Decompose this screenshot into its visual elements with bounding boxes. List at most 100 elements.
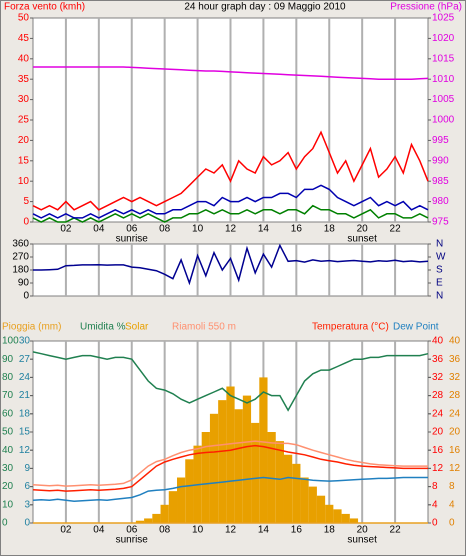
bar	[283, 454, 293, 523]
y-tick-label: 3	[24, 499, 30, 510]
y-tick-label: 40	[2, 445, 14, 456]
x-tick-label: 20	[357, 224, 369, 235]
y-tick-label: 16	[449, 445, 461, 456]
y-tick-label: 50	[18, 13, 30, 24]
bar	[185, 459, 194, 523]
y-tick-label: 32	[449, 372, 461, 383]
bar	[275, 441, 284, 523]
y-tick-label: 1020	[432, 33, 455, 44]
legend-entry: Temperatura (°C)	[312, 322, 389, 333]
x-tick-label: 22	[390, 224, 402, 235]
y-tick-label: 24	[19, 372, 31, 383]
y-tick-label: 1005	[432, 94, 455, 105]
y-tick-label: 90	[18, 278, 30, 289]
y-tick-label: 975	[432, 217, 449, 228]
bar	[135, 520, 145, 523]
x-tick-label: 12	[225, 525, 237, 536]
y-tick-label: 0	[2, 518, 8, 529]
series-line	[32, 204, 429, 223]
legend-entry: Solar	[125, 322, 149, 333]
y-tick-label: 20	[432, 427, 444, 438]
y-tick-label: 12	[449, 463, 461, 474]
bar	[160, 504, 169, 523]
y-tick-label: 90	[2, 354, 14, 365]
bar	[152, 513, 161, 523]
y-tick-label: N	[436, 239, 443, 250]
y-tick-label: 6	[24, 481, 30, 492]
bar	[168, 491, 178, 523]
y-tick-label: 1015	[432, 53, 455, 64]
x-tick-label: 02	[60, 525, 72, 536]
x-tick-label: 02	[60, 224, 72, 235]
legend-entry: Dew Point	[393, 322, 439, 333]
bar	[300, 477, 309, 523]
bar	[349, 518, 359, 523]
bar	[209, 413, 219, 523]
x-tick-label: 16	[291, 224, 303, 235]
y-tick-label: 40	[432, 336, 444, 347]
y-tick-label: 0	[432, 518, 438, 529]
series-line	[32, 444, 428, 492]
y-tick-label: 0	[449, 518, 455, 529]
y-tick-label: 1025	[432, 13, 455, 24]
y-tick-label: 21	[19, 390, 31, 401]
legend-entry: Riamoli 550 m	[172, 322, 236, 333]
y-tick-label: 270	[12, 252, 29, 263]
y-tick-label: 360	[12, 239, 29, 250]
x-tick-label: 14	[258, 224, 270, 235]
bar	[341, 513, 350, 523]
y-tick-label: 12	[432, 463, 444, 474]
bar	[144, 518, 153, 523]
series-line	[32, 351, 429, 412]
bar	[308, 486, 317, 523]
annotation: sunset	[347, 535, 377, 546]
y-tick-label: 20	[2, 481, 14, 492]
y-tick-label: 36	[449, 354, 461, 365]
y-tick-label: N	[436, 291, 443, 302]
series-line	[33, 243, 429, 286]
legend-entry: Umidita %	[80, 322, 126, 333]
bar	[267, 432, 276, 523]
x-tick-label: 04	[93, 224, 105, 235]
bar	[234, 409, 243, 523]
y-tick-label: 995	[432, 135, 449, 146]
bar	[177, 477, 186, 523]
annotation: sunrise	[116, 535, 149, 546]
y-tick-label: 24	[432, 408, 444, 419]
legend-entry: Pioggia (mm)	[2, 322, 61, 333]
x-tick-label: 20	[357, 525, 369, 536]
y-tick-label: 50	[2, 427, 14, 438]
series-line	[32, 476, 428, 502]
y-tick-label: 0	[24, 518, 30, 529]
y-tick-label: E	[436, 278, 443, 289]
y-tick-label: 0	[23, 217, 29, 228]
y-tick-label: S	[436, 265, 443, 276]
y-tick-label: 28	[449, 390, 461, 401]
bar	[242, 395, 252, 523]
y-tick-label: 28	[432, 390, 444, 401]
y-tick-label: 20	[449, 427, 461, 438]
y-tick-label: 9	[24, 463, 30, 474]
y-tick-label: 10	[18, 176, 30, 187]
y-tick-label: 18	[19, 408, 31, 419]
bar	[251, 422, 260, 523]
y-tick-label: 1010	[432, 74, 455, 85]
y-tick-label: 10	[2, 499, 14, 510]
bar	[201, 432, 210, 523]
y-tick-label: 4	[432, 499, 438, 510]
y-tick-label: 980	[432, 196, 449, 207]
x-tick-label: 08	[159, 224, 171, 235]
annotation: sunset	[347, 234, 377, 245]
bar	[292, 463, 301, 523]
y-tick-label: 12	[19, 445, 31, 456]
y-tick-label: 45	[18, 33, 30, 44]
y-tick-label: 8	[449, 481, 455, 492]
y-tick-label: 60	[2, 408, 14, 419]
x-tick-label: 04	[93, 525, 105, 536]
y-tick-label: 15	[19, 427, 31, 438]
bar	[316, 495, 326, 523]
y-tick-label: 32	[432, 372, 444, 383]
y-tick-label: 27	[19, 354, 31, 365]
y-tick-label: 15	[18, 155, 30, 166]
